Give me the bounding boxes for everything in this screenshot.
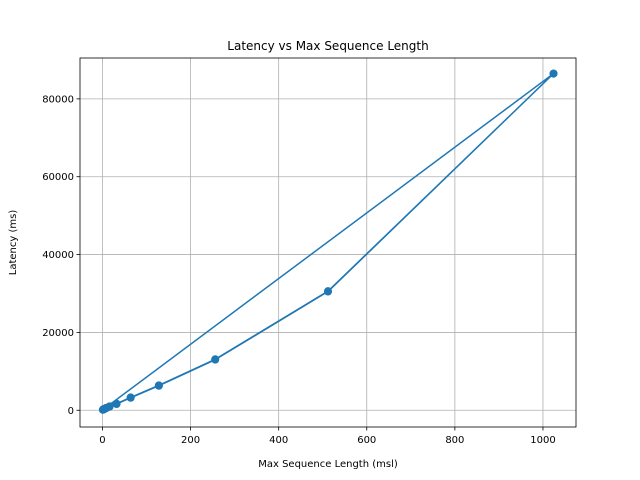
plot-frame bbox=[79, 57, 577, 428]
chart-title: Latency vs Max Sequence Length bbox=[227, 39, 428, 53]
y-tick-label: 60000 bbox=[42, 172, 74, 183]
x-tick-label: 800 bbox=[445, 435, 464, 446]
data-point bbox=[549, 69, 558, 78]
x-tick-label: 0 bbox=[99, 435, 105, 446]
data-point bbox=[126, 393, 135, 402]
data-point bbox=[105, 402, 114, 411]
series-layer bbox=[98, 69, 558, 414]
y-tick-label: 0 bbox=[68, 406, 74, 417]
data-point bbox=[324, 287, 332, 296]
grid bbox=[80, 58, 576, 427]
x-tick-label: 400 bbox=[269, 435, 288, 446]
x-tick-label: 200 bbox=[181, 435, 200, 446]
y-tick-label: 40000 bbox=[42, 250, 74, 261]
data-point bbox=[112, 399, 121, 408]
ticks: 0 200 400 600 800 1000 0 20000 40000 60000 80000 bbox=[42, 94, 556, 446]
x-tick-label: 600 bbox=[357, 435, 376, 446]
x-axis-label: Max Sequence Length (msl) bbox=[258, 459, 398, 470]
y-axis-label: Latency (ms) bbox=[8, 210, 19, 276]
data-point bbox=[154, 381, 163, 390]
data-point bbox=[211, 355, 220, 364]
x-tick-label: 1000 bbox=[530, 435, 555, 446]
y-tick-label: 80000 bbox=[42, 94, 74, 105]
y-tick-label: 20000 bbox=[42, 328, 74, 339]
